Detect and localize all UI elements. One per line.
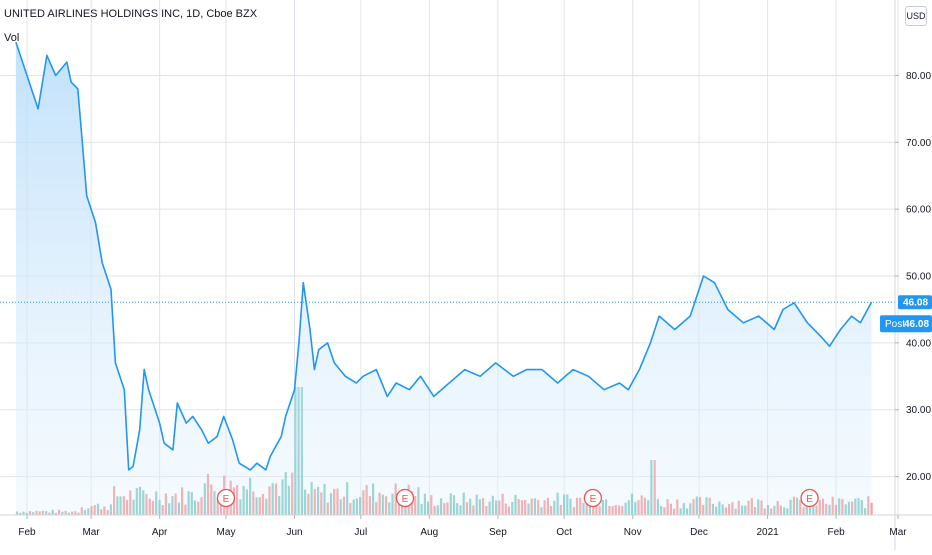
price-area-fill bbox=[16, 42, 872, 515]
earnings-marker[interactable]: E bbox=[218, 490, 235, 507]
time-tick-label: Feb bbox=[827, 527, 845, 538]
earnings-marker[interactable]: E bbox=[584, 490, 601, 507]
time-tick-label: Mar bbox=[889, 527, 907, 538]
time-tick-label: Apr bbox=[152, 527, 168, 538]
time-tick-label: Mar bbox=[82, 527, 100, 538]
time-tick-label: May bbox=[217, 527, 236, 538]
price-tick-label: 60.00 bbox=[906, 205, 931, 216]
time-tick-label: Dec bbox=[690, 527, 708, 538]
time-tick-label: 2021 bbox=[756, 527, 779, 538]
earnings-marker[interactable]: E bbox=[801, 490, 818, 507]
time-tick-label: Feb bbox=[18, 527, 36, 538]
earnings-marker-label: E bbox=[590, 494, 597, 505]
price-tick-label: 20.00 bbox=[906, 472, 931, 483]
volume-legend-label: Vol bbox=[4, 32, 19, 44]
time-tick-label: Sep bbox=[489, 527, 507, 538]
price-tick-label: 80.00 bbox=[906, 71, 931, 82]
symbol-title: UNITED AIRLINES HOLDINGS INC, 1D, Cboe B… bbox=[4, 8, 257, 20]
time-tick-label: Oct bbox=[556, 527, 572, 538]
price-tick-label: 30.00 bbox=[906, 405, 931, 416]
time-tick-label: Aug bbox=[420, 527, 438, 538]
price-area bbox=[16, 42, 872, 515]
last-price-label: 46.08 bbox=[903, 298, 928, 309]
price-tick-label: 70.00 bbox=[906, 138, 931, 149]
time-tick-label: Jul bbox=[354, 527, 367, 538]
earnings-marker-label: E bbox=[806, 494, 813, 505]
time-tick-label: Nov bbox=[624, 527, 642, 538]
time-tick-label: Jun bbox=[286, 527, 302, 538]
currency-button[interactable]: USD bbox=[905, 6, 927, 26]
post-badge-label: Post bbox=[885, 319, 905, 330]
earnings-marker[interactable]: E bbox=[397, 490, 414, 507]
earnings-marker-label: E bbox=[402, 494, 409, 505]
post-price-label: 46.08 bbox=[904, 319, 929, 330]
price-tick-label: 40.00 bbox=[906, 338, 931, 349]
earnings-marker-label: E bbox=[223, 494, 230, 505]
price-tick-label: 50.00 bbox=[906, 272, 931, 283]
